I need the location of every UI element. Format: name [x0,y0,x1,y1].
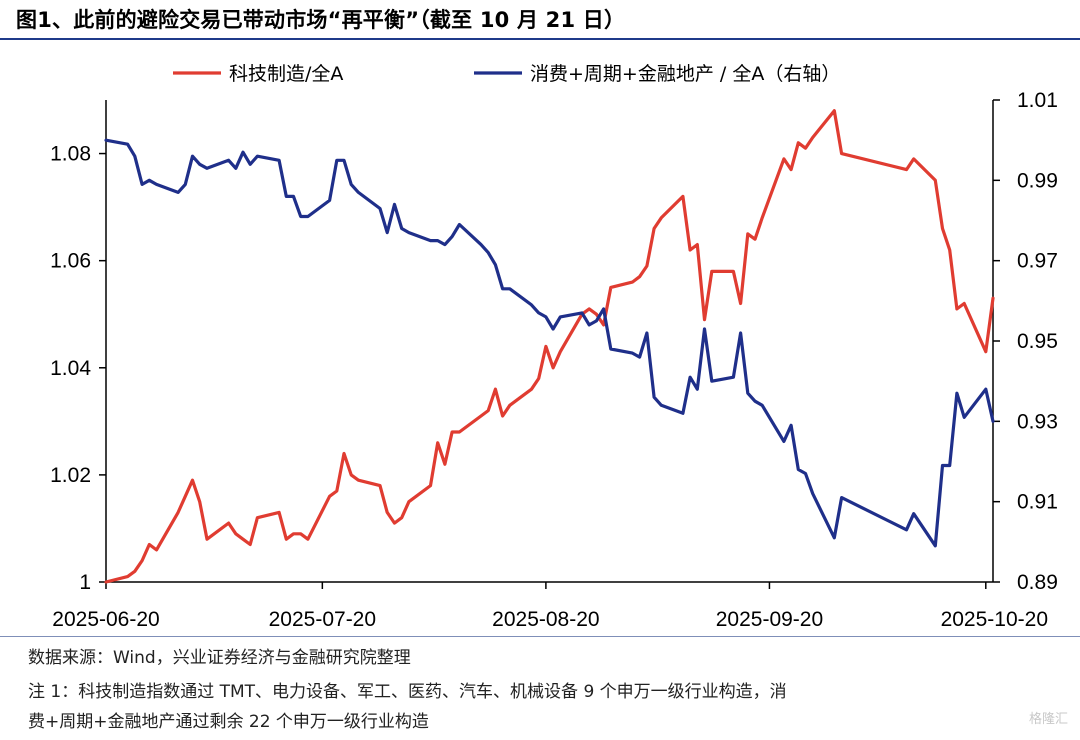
y-right-tick-label-3: 0.95 [1017,330,1058,353]
series-line-consumer-cyclical-financial [104,138,995,548]
y-right-tick-label-2: 0.93 [1017,410,1058,433]
line-chart: 1 1.02 1.04 1.06 1.08 0.89 0.91 0.93 0.95 0.97 0.9… [50,63,1058,631]
x-tick-label-4: 2025-10-20 [941,608,1048,631]
y-right-tick-label-6: 1.01 [1017,89,1058,112]
legend-consumer-cyclical-financial-label: 消费+周期+金融地产 / 全A（右轴） [530,63,840,85]
y-left-tick-label-1: 1.02 [50,464,91,487]
source-note: 数据来源：Wind，兴业证券经济与金融研究院整理 [28,648,411,668]
series-line-tech-manufacturing [104,109,995,584]
footer-divider [0,636,1080,637]
y-left-tick-label-2: 1.04 [50,357,91,380]
x-tick-label-3: 2025-09-20 [716,608,823,631]
y-right-tick-label-1: 0.91 [1017,491,1058,514]
y-left-tick-label-0: 1 [79,571,91,594]
chart-title: 图1、此前的避险交易已带动市场“再平衡”（截至 10 月 21 日） [16,8,626,32]
y-left-tick-label-3: 1.06 [50,250,91,273]
legend-tech-manufacturing-label: 科技制造/全A [229,63,343,85]
watermark-logo: 格隆汇 [1028,712,1068,727]
y-right-tick-label-0: 0.89 [1017,571,1058,594]
y-right-tick-label-5: 0.99 [1017,169,1058,192]
footnote-line-2: 费+周期+金融地产通过剩余 22 个申万一级行业构造 [28,712,429,732]
y-left-tick-label-4: 1.08 [50,143,91,166]
x-tick-label-1: 2025-07-20 [269,608,376,631]
y-right-tick-label-4: 0.97 [1017,250,1058,273]
title-underline [0,38,1080,40]
x-tick-label-0: 2025-06-20 [52,608,159,631]
x-tick-label-2: 2025-08-20 [492,608,599,631]
footnote-line-1: 注 1：科技制造指数通过 TMT、电力设备、军工、医药、汽车、机械设备 9 个申… [28,682,787,702]
